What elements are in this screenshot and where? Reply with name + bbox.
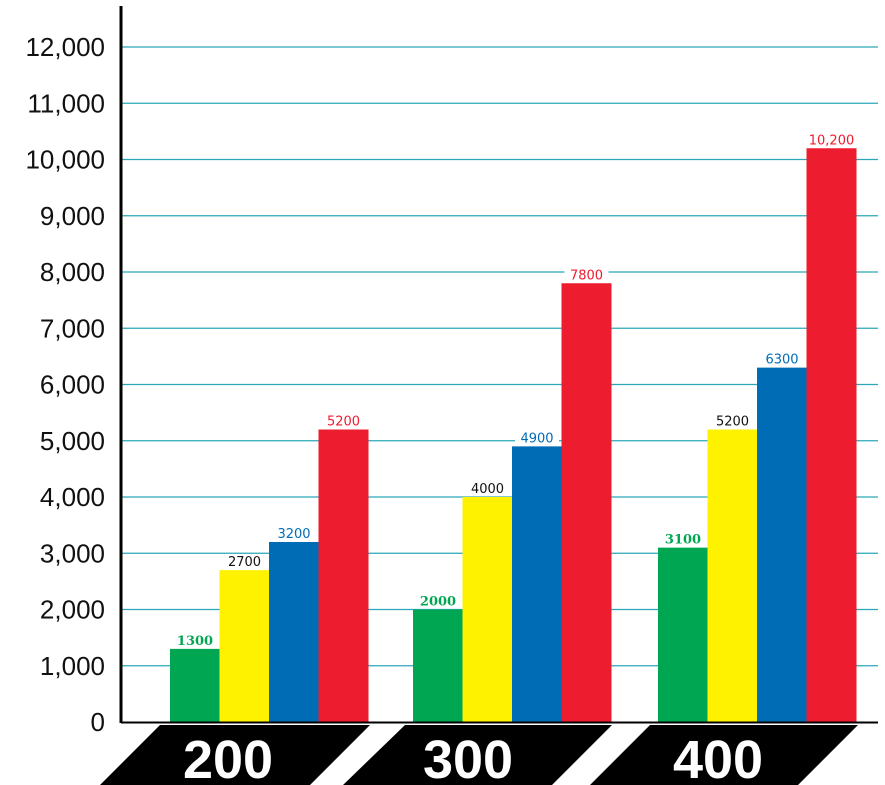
bar <box>462 497 513 722</box>
bar <box>219 570 270 722</box>
axes <box>119 6 878 724</box>
data-label-background <box>760 351 804 367</box>
y-tick-label: 7,000 <box>40 313 105 343</box>
bar <box>269 542 319 722</box>
y-tick-label: 0 <box>91 707 105 737</box>
bar <box>806 148 857 722</box>
bar <box>512 446 562 722</box>
category-label: 400 <box>673 730 763 785</box>
data-label: 7800 <box>570 268 603 283</box>
data-label-background <box>416 593 460 609</box>
y-tick-label: 9,000 <box>40 201 105 231</box>
y-tick-label: 10,000 <box>25 145 105 175</box>
bar <box>413 609 463 722</box>
data-labels: 1300 2700 3200 5200 2000 4000 4900 7800 3100 5200… <box>173 132 854 649</box>
data-label-background <box>515 430 559 446</box>
bar <box>658 547 708 722</box>
bar <box>170 648 220 722</box>
category-label: 300 <box>423 730 513 785</box>
data-label: 5200 <box>716 415 749 430</box>
data-label: 3100 <box>665 533 701 548</box>
data-label: 3200 <box>277 527 310 542</box>
data-label: 1300 <box>177 634 213 649</box>
y-axis-tick-labels: 0 1,000 2,000 3,000 4,000 5,000 6,000 7,000 8,00… <box>25 32 105 737</box>
bar <box>318 429 369 722</box>
data-label: 10,200 <box>809 133 855 148</box>
data-label-background <box>564 267 609 283</box>
data-label: 2000 <box>420 595 456 610</box>
data-label-background <box>710 413 755 429</box>
y-tick-label: 11,000 <box>27 88 105 118</box>
data-label: 2700 <box>228 555 261 570</box>
data-label: 4000 <box>471 482 504 497</box>
y-tick-label: 4,000 <box>40 482 105 512</box>
data-label-background <box>173 632 217 648</box>
data-label: 6300 <box>765 353 798 368</box>
y-tick-label: 12,000 <box>25 32 105 62</box>
category-band <box>343 725 612 785</box>
category-labels: 200 300 400 <box>100 725 858 785</box>
category-band <box>590 725 858 785</box>
y-tick-label: 5,000 <box>40 426 105 456</box>
bar <box>707 429 758 722</box>
y-tick-label: 2,000 <box>40 595 105 625</box>
bars <box>170 148 857 722</box>
y-tick-label: 8,000 <box>40 257 105 287</box>
category-label: 200 <box>183 730 273 785</box>
y-tick-label: 3,000 <box>40 538 105 568</box>
data-label-background <box>661 531 705 547</box>
bar <box>561 283 612 722</box>
data-label-background <box>321 413 366 429</box>
data-label-background <box>465 481 510 496</box>
data-label: 4900 <box>520 431 553 446</box>
data-label-background <box>222 554 267 570</box>
y-tick-label: 1,000 <box>40 651 105 681</box>
category-band <box>100 725 370 785</box>
data-label: 5200 <box>327 415 360 430</box>
bar <box>757 367 807 722</box>
data-label-background <box>809 132 854 148</box>
data-label-background <box>272 526 316 541</box>
y-tick-label: 6,000 <box>40 370 105 400</box>
